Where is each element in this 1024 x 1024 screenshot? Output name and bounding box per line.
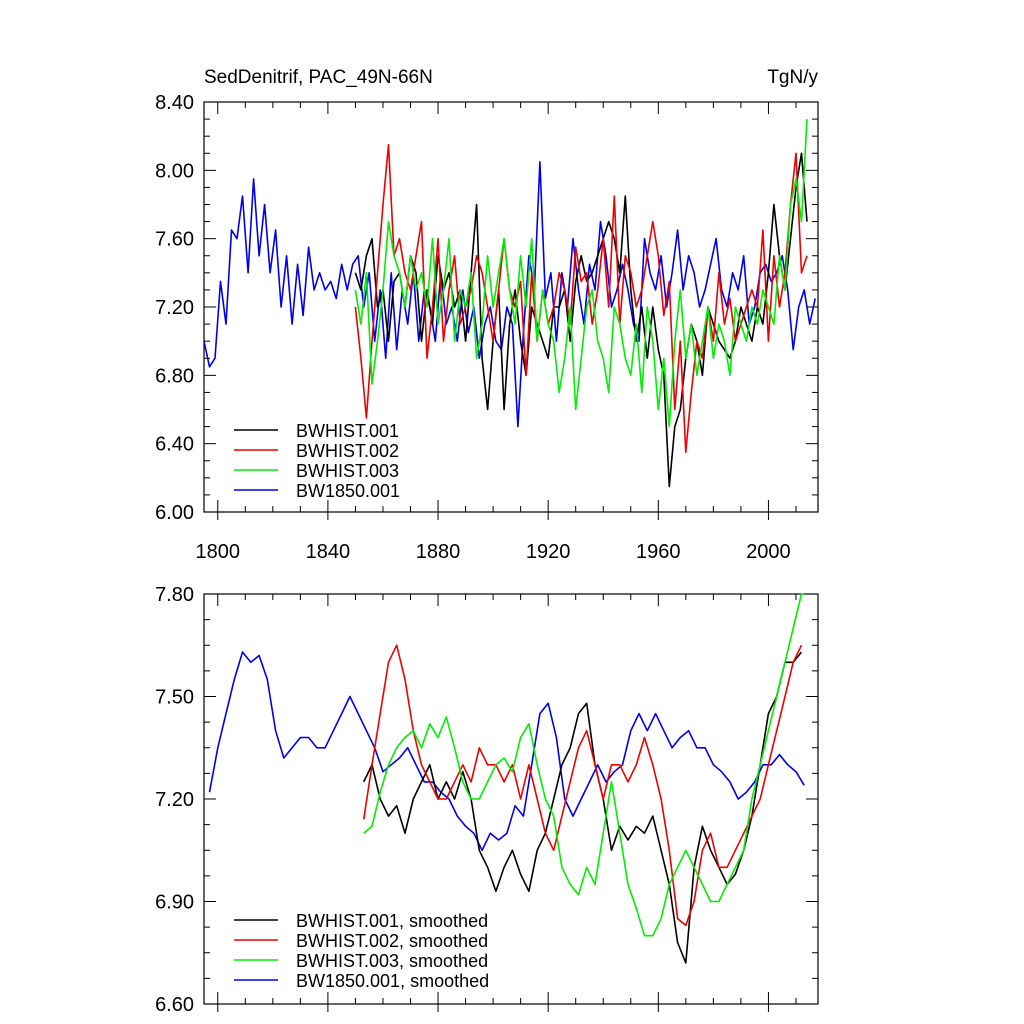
top-x-tick-label: 1800 xyxy=(196,541,241,563)
bottom-legend-label: BWHIST.003, smoothed xyxy=(296,951,488,971)
bottom-y-tick-label: 6.90 xyxy=(155,892,194,914)
top-y-tick-label: 6.00 xyxy=(155,502,194,524)
bottom-y-tick-label: 7.20 xyxy=(155,789,194,811)
top-chart-units: TgN/y xyxy=(767,67,818,88)
top-y-tick-label: 6.80 xyxy=(155,365,194,387)
top-x-tick-label: 1840 xyxy=(306,541,351,563)
top-chart-title: SedDenitrif, PAC_49N-66N xyxy=(204,67,433,88)
bottom-axis-ticks: 6.60 6.90 7.20 7.50 7.80 xyxy=(155,584,818,1016)
top-y-tick-label: 6.40 xyxy=(155,434,194,456)
top-panel: SedDenitrif, PAC_49N-66N TgN/y 6.006.406… xyxy=(155,67,819,563)
top-legend-label: BWHIST.003 xyxy=(296,461,399,481)
top-series-line-bw1850-001 xyxy=(203,161,816,428)
top-legend-label: BW1850.001 xyxy=(296,481,400,501)
top-series-lines xyxy=(203,119,816,488)
top-y-tick-label: 8.00 xyxy=(155,160,194,182)
bottom-series-line-bwhist-002 xyxy=(362,644,803,927)
bottom-legend-label: BW1850.001, smoothed xyxy=(296,971,489,991)
bottom-series-line-bwhist-003 xyxy=(363,593,805,937)
top-axis-ticks: 6.00 6.40 6.80 7.20 7.60 8.00 8.40 1800 1840 1880… xyxy=(155,92,818,563)
top-y-tick-label: 7.20 xyxy=(155,297,194,319)
bottom-panel: 6.60 6.90 7.20 7.50 7.80 BWHIST.001, smoothe… xyxy=(155,584,819,1016)
bottom-y-tick-label: 7.50 xyxy=(155,687,194,709)
top-x-tick-label: 1880 xyxy=(416,541,461,563)
bottom-legend-label: BWHIST.002, smoothed xyxy=(296,931,488,951)
bottom-series-line-bw1850-001 xyxy=(208,651,805,852)
top-x-tick-label: 1960 xyxy=(636,541,681,563)
top-legend-label: BWHIST.002 xyxy=(296,441,399,461)
bottom-legend-label: BWHIST.001, smoothed xyxy=(296,911,488,931)
top-y-tick-label: 8.40 xyxy=(155,92,194,114)
bottom-series-lines xyxy=(208,593,805,964)
top-x-tick-label: 2000 xyxy=(746,541,791,563)
top-x-tick-label: 1920 xyxy=(526,541,571,563)
top-series-line-bwhist-002 xyxy=(354,143,808,454)
top-series-line-bwhist-003 xyxy=(354,119,808,428)
bottom-y-tick-label: 6.60 xyxy=(155,994,194,1016)
bottom-y-tick-label: 7.80 xyxy=(155,584,194,606)
top-legend-label: BWHIST.001 xyxy=(296,421,399,441)
top-y-tick-label: 7.60 xyxy=(155,229,194,251)
